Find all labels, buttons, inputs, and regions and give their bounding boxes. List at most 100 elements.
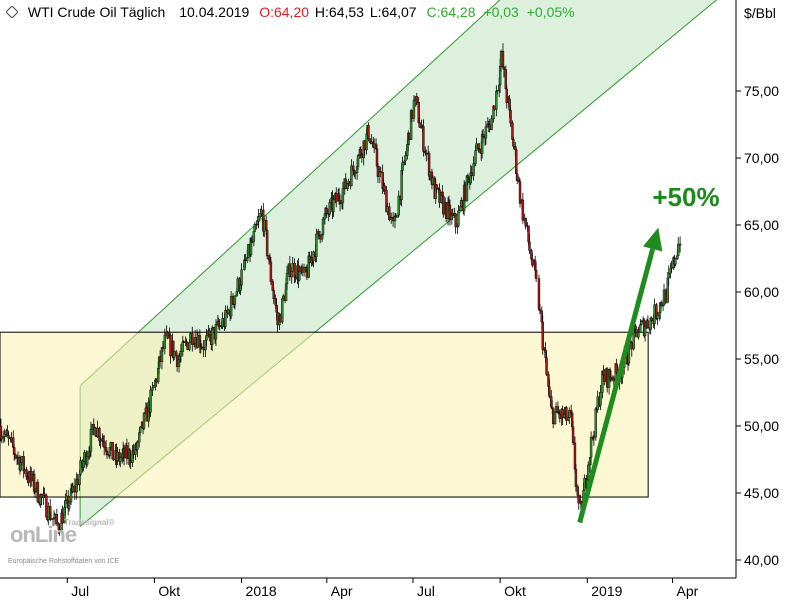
candle <box>285 265 289 291</box>
header-open: O:64,20 <box>259 4 310 20</box>
candle <box>99 436 102 449</box>
watermark-brand: Tradesignal® <box>64 518 115 527</box>
candle <box>383 182 386 195</box>
candle <box>538 304 542 314</box>
candle <box>85 450 89 467</box>
x-tick-label: 2019 <box>591 583 622 599</box>
candle <box>136 440 139 458</box>
candle <box>224 305 227 329</box>
candle <box>435 184 438 194</box>
candle <box>341 181 345 210</box>
candle <box>678 236 682 253</box>
candle <box>521 192 525 224</box>
candle <box>67 500 71 512</box>
diamond-icon <box>5 4 22 20</box>
candle <box>338 195 342 212</box>
candle <box>214 319 218 346</box>
candle <box>163 328 167 355</box>
candle <box>515 169 519 185</box>
candle <box>321 217 325 237</box>
candle <box>502 65 506 78</box>
candle <box>119 453 122 468</box>
y-tick-label: 75,00 <box>744 83 779 99</box>
candle <box>571 421 575 446</box>
candle <box>7 431 10 446</box>
candle <box>565 405 568 426</box>
candle <box>328 199 331 218</box>
candle <box>466 173 470 186</box>
candle <box>496 89 499 95</box>
candle <box>561 405 564 426</box>
candle <box>269 256 273 285</box>
candle <box>179 343 183 363</box>
candle <box>240 263 243 290</box>
x-tick-label: Apr <box>677 583 699 599</box>
candle <box>553 411 557 425</box>
candle <box>528 234 531 254</box>
candle <box>545 351 548 377</box>
candle <box>112 458 115 462</box>
candle <box>253 221 257 232</box>
y-tick-label: 70,00 <box>744 150 779 166</box>
candle <box>208 328 211 342</box>
candle <box>509 106 512 127</box>
candle <box>379 167 382 173</box>
candle <box>637 326 640 340</box>
candle <box>350 159 353 187</box>
x-tick-label: Jul <box>71 583 89 599</box>
candle <box>659 300 663 309</box>
watermark-source: Europäische Rohstoffdaten von ICE <box>8 558 120 565</box>
trend-arrow <box>577 227 663 524</box>
candle <box>149 385 152 417</box>
candle <box>594 407 598 441</box>
candle <box>524 217 527 230</box>
x-tick-label: Okt <box>158 583 180 599</box>
unit-label: $/Bbl <box>744 5 776 21</box>
channel-upper-line <box>79 0 501 387</box>
candle <box>43 487 46 498</box>
header-close: C:64,28 <box>426 4 476 20</box>
x-tick-label: Jul <box>417 583 435 599</box>
candle <box>397 190 400 217</box>
gain-annotation: +50% <box>652 182 719 212</box>
candle <box>674 258 677 267</box>
header-date: 10.04.2019 <box>179 4 250 20</box>
candle <box>55 508 59 526</box>
candle <box>505 84 508 109</box>
candle <box>640 320 643 327</box>
candle <box>152 385 155 388</box>
range-box <box>0 331 649 498</box>
candle <box>534 263 538 282</box>
axes: 40,00 45,00 50,00 55,00 60,00 65,00 70,00 75,00… <box>0 0 779 599</box>
candle <box>650 316 653 322</box>
header-change: +0,03 <box>483 4 519 20</box>
candle <box>36 479 40 504</box>
candle <box>646 315 650 329</box>
candle <box>233 295 237 310</box>
candle <box>250 235 254 244</box>
candle <box>418 117 421 128</box>
candle <box>191 326 194 352</box>
y-tick-label: 55,00 <box>744 351 779 367</box>
candle <box>541 315 544 355</box>
support-resistance-box <box>0 331 649 498</box>
candle <box>481 128 485 144</box>
candle <box>634 323 637 338</box>
candle <box>142 411 146 431</box>
candle <box>472 156 475 181</box>
candle <box>422 119 425 157</box>
candle <box>548 379 551 399</box>
candle <box>288 255 292 281</box>
candle <box>589 431 593 465</box>
candle <box>315 228 318 263</box>
candle <box>415 92 418 105</box>
y-tick-label: 60,00 <box>744 284 779 300</box>
header-low: L:64,07 <box>369 4 417 20</box>
candle <box>367 122 370 142</box>
candle <box>677 237 680 258</box>
candle <box>325 205 328 218</box>
candle <box>92 418 95 436</box>
candle <box>512 136 515 150</box>
y-tick-label: 45,00 <box>744 485 779 501</box>
